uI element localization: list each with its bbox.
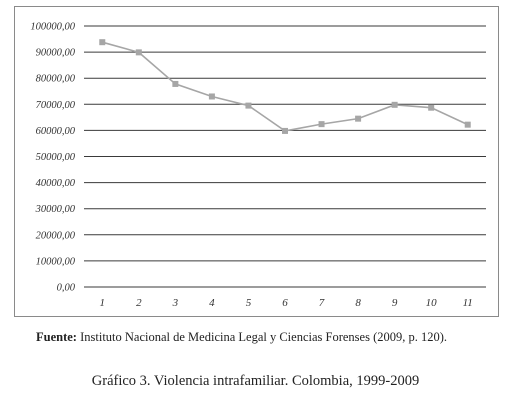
x-tick-label: 6 (282, 297, 288, 309)
data-point (464, 121, 471, 128)
source-note: Fuente: Instituto Nacional de Medicina L… (36, 330, 447, 345)
data-point (99, 39, 106, 46)
caption-label: Gráfico 3. (91, 373, 151, 389)
x-tick-label: 7 (319, 297, 325, 309)
x-tick-label: 10 (426, 297, 438, 309)
data-point (391, 101, 398, 108)
y-tick-label: 0,00 (57, 283, 76, 294)
x-tick-label: 11 (463, 297, 473, 309)
x-tick-label: 2 (136, 297, 142, 309)
x-tick-label: 3 (172, 297, 179, 309)
chart-frame (14, 6, 499, 317)
data-point (135, 49, 142, 56)
caption-text: Violencia intrafamiliar. Colombia, 1999-… (153, 373, 420, 389)
x-tick-label: 5 (246, 297, 252, 309)
figure-caption: Gráfico 3. Violencia intrafamiliar. Colo… (0, 373, 511, 390)
source-text: Instituto Nacional de Medicina Legal y C… (80, 330, 448, 344)
y-tick-label: 70000,00 (36, 100, 76, 111)
y-tick-label: 50000,00 (36, 152, 76, 163)
x-tick-label: 1 (100, 297, 106, 309)
x-tick-label: 8 (355, 297, 361, 309)
data-point (428, 104, 435, 111)
data-point (318, 121, 325, 128)
data-point (245, 102, 252, 109)
source-label: Fuente: (36, 330, 77, 344)
y-tick-label: 30000,00 (35, 204, 76, 215)
y-tick-label: 20000,00 (36, 230, 76, 241)
series-line (102, 41, 469, 132)
x-tick-label: 9 (392, 297, 398, 309)
data-point (355, 115, 362, 122)
line-chart: 0,00 10000,00 20000,00 30000,00 40000,00 5000… (30, 22, 486, 309)
x-tick-label: 4 (209, 297, 215, 309)
y-tick-label: 90000,00 (36, 48, 76, 59)
y-tick-label: 100000,00 (30, 22, 75, 33)
y-tick-label: 80000,00 (36, 74, 76, 85)
y-tick-label: 60000,00 (36, 126, 76, 137)
y-tick-label: 10000,00 (36, 256, 76, 267)
data-point (282, 127, 288, 134)
y-tick-label: 40000,00 (36, 178, 76, 189)
data-point (208, 93, 215, 100)
data-point (172, 80, 179, 87)
